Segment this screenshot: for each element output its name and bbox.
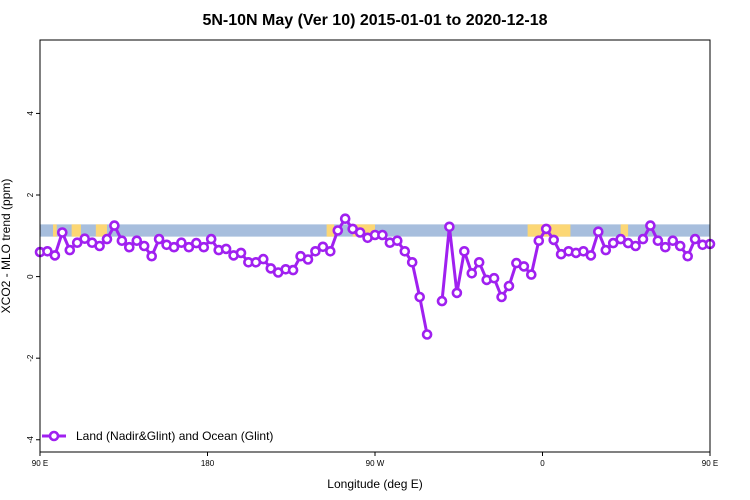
data-point bbox=[488, 272, 500, 284]
data-point bbox=[205, 233, 217, 245]
data-point bbox=[496, 291, 507, 303]
data-point bbox=[592, 226, 604, 237]
data-point bbox=[436, 295, 448, 307]
data-point bbox=[607, 237, 619, 249]
data-point bbox=[391, 235, 403, 246]
data-point bbox=[42, 246, 53, 257]
data-point bbox=[451, 287, 463, 299]
data-point bbox=[377, 229, 388, 241]
data-point bbox=[354, 227, 366, 238]
x-tick-label: 180 bbox=[201, 459, 215, 468]
legend: Land (Nadir&Glint) and Ocean (Glint) bbox=[42, 429, 273, 443]
data-point bbox=[71, 237, 83, 248]
data-point bbox=[652, 235, 664, 246]
data-point bbox=[399, 246, 411, 257]
data-point bbox=[183, 241, 195, 253]
y-tick-label: 0 bbox=[26, 274, 35, 279]
y-axis: -4 -2 0 2 4 bbox=[26, 111, 40, 444]
data-point bbox=[659, 241, 671, 253]
data-point bbox=[124, 241, 135, 253]
data-point bbox=[578, 246, 589, 257]
data-point bbox=[287, 264, 299, 276]
data-point bbox=[674, 240, 686, 252]
land-band-segment bbox=[326, 224, 335, 237]
land-band-segment bbox=[620, 224, 629, 237]
chart-title: 5N-10N May (Ver 10) 2015-01-01 to 2020-1… bbox=[202, 12, 547, 29]
data-point bbox=[176, 237, 187, 248]
data-point bbox=[473, 256, 485, 268]
data-point bbox=[518, 261, 530, 272]
x-tick-label: 0 bbox=[540, 459, 545, 468]
data-point bbox=[317, 241, 329, 253]
x-axis: 90 E 180 90 W 0 90 E bbox=[32, 452, 718, 468]
data-point bbox=[168, 241, 180, 253]
y-tick-label: 2 bbox=[26, 192, 35, 197]
data-point bbox=[533, 235, 545, 246]
legend-marker-swatch bbox=[48, 430, 60, 442]
data-point bbox=[585, 250, 597, 261]
data-point bbox=[444, 221, 455, 233]
data-point bbox=[645, 220, 656, 231]
data-point bbox=[682, 250, 694, 262]
data-point bbox=[689, 233, 701, 245]
data-point bbox=[146, 250, 157, 262]
x-tick-label: 90 E bbox=[32, 459, 48, 468]
data-point bbox=[466, 267, 478, 279]
data-point bbox=[131, 235, 143, 246]
y-tick-label: 4 bbox=[26, 111, 35, 116]
data-point bbox=[94, 240, 105, 252]
data-point bbox=[64, 244, 76, 256]
data-point bbox=[220, 243, 232, 255]
data-point bbox=[109, 220, 120, 231]
data-point bbox=[548, 234, 560, 246]
data-point bbox=[116, 235, 128, 246]
series-layer bbox=[34, 213, 716, 340]
data-point bbox=[525, 269, 537, 280]
y-tick-label: -2 bbox=[26, 354, 35, 362]
data-point bbox=[406, 256, 418, 268]
data-point bbox=[324, 246, 336, 257]
data-point bbox=[414, 291, 426, 303]
data-point bbox=[257, 253, 269, 265]
data-point bbox=[637, 233, 649, 245]
data-point bbox=[630, 240, 641, 252]
data-point bbox=[56, 227, 68, 238]
data-point bbox=[302, 254, 314, 265]
x-tick-label: 90 W bbox=[366, 459, 385, 468]
land-band-segment bbox=[53, 224, 57, 237]
data-point bbox=[540, 223, 552, 235]
data-point bbox=[101, 233, 113, 245]
data-point bbox=[667, 235, 679, 246]
data-point bbox=[265, 263, 277, 274]
data-point bbox=[191, 237, 202, 249]
land-band-segment bbox=[95, 224, 107, 237]
data-point bbox=[332, 225, 344, 236]
data-point bbox=[458, 246, 470, 257]
y-tick-label: -4 bbox=[26, 436, 35, 444]
x-tick-label: 90 E bbox=[702, 459, 718, 468]
data-point bbox=[153, 233, 165, 245]
x-axis-label: Longitude (deg E) bbox=[327, 477, 422, 491]
data-point bbox=[339, 213, 351, 224]
data-point bbox=[503, 280, 515, 292]
data-point bbox=[138, 240, 150, 252]
data-point bbox=[600, 244, 612, 256]
data-point bbox=[310, 246, 321, 257]
data-point bbox=[421, 329, 433, 340]
land-band-segment bbox=[71, 224, 81, 237]
data-point bbox=[198, 241, 210, 253]
data-point bbox=[49, 250, 61, 261]
data-point bbox=[235, 247, 247, 259]
legend-label: Land (Nadir&Glint) and Ocean (Glint) bbox=[76, 429, 273, 443]
y-axis-label: XCO2 - MLO trend (ppm) bbox=[0, 179, 13, 314]
